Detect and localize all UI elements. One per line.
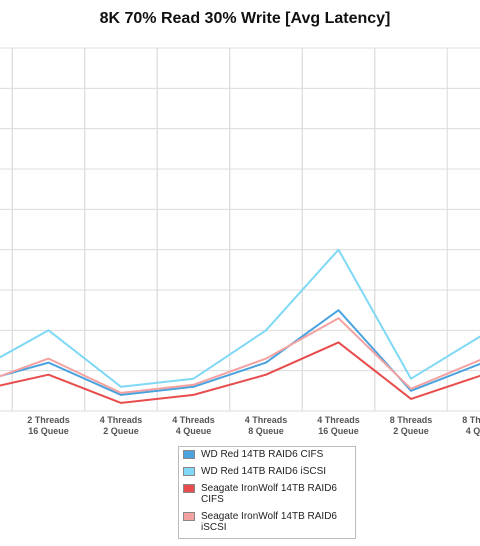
x-tick-label: 4 Queue <box>176 426 212 436</box>
series-line-3 <box>0 341 480 404</box>
series-line-1 <box>0 309 480 396</box>
x-tick-label: 4 Queue <box>466 426 480 436</box>
x-tick-label: 2 Queue <box>393 426 429 436</box>
x-tick-label: 2 Threads <box>27 415 70 425</box>
legend-label: WD Red 14TB RAID6 CIFS <box>201 449 324 460</box>
legend-swatch <box>183 484 195 493</box>
legend-item[interactable]: WD Red 14TB RAID6 CIFS <box>183 449 355 460</box>
x-tick-label: 2 Queue <box>103 426 139 436</box>
x-tick-label: 4 Threads <box>100 415 143 425</box>
grid-lines <box>0 47 480 412</box>
legend-swatch <box>183 512 195 521</box>
x-tick-label: 8 Queue <box>248 426 284 436</box>
legend-label: Seagate IronWolf 14TB RAID6 CIFS <box>201 483 337 505</box>
series-lines <box>0 248 480 404</box>
x-tick-label: 8 Threads <box>390 415 433 425</box>
series-line-4 <box>0 317 480 394</box>
legend-item[interactable]: Seagate IronWolf 14TB RAID6 iSCSI <box>183 511 355 533</box>
x-tick-label: 4 Threads <box>245 415 288 425</box>
x-tick-label: 16 Queue <box>28 426 69 436</box>
legend-label: Seagate IronWolf 14TB RAID6 iSCSI <box>201 511 337 533</box>
series-line-2 <box>0 248 480 388</box>
chart-title: 8K 70% Read 30% Write [Avg Latency] <box>99 10 391 27</box>
x-tick-label: 16 Queue <box>318 426 359 436</box>
legend-label: WD Red 14TB RAID6 iSCSI <box>201 466 327 477</box>
legend-item[interactable]: Seagate IronWolf 14TB RAID6 CIFS <box>183 483 355 505</box>
legend: WD Red 14TB RAID6 CIFS WD Red 14TB RAID6… <box>178 446 356 539</box>
x-tick-label: 4 Threads <box>317 415 360 425</box>
x-tick-label: 8 Threads <box>462 415 480 425</box>
legend-swatch <box>183 450 195 459</box>
x-tick-label: 4 Threads <box>172 415 215 425</box>
legend-item[interactable]: WD Red 14TB RAID6 iSCSI <box>183 466 355 477</box>
legend-swatch <box>183 467 195 476</box>
